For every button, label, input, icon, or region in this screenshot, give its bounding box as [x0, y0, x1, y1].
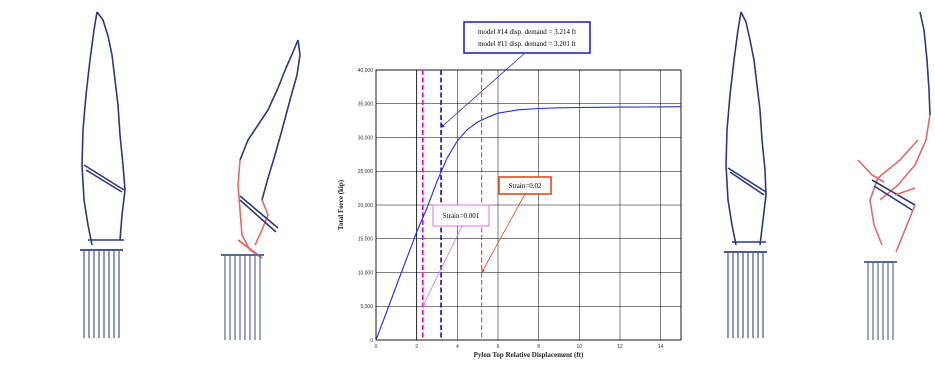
cross-beam-yielded [894, 187, 916, 196]
model-1-undeformed [80, 11, 126, 338]
annotation-arrow [422, 225, 463, 307]
annotation-arrow [440, 52, 526, 128]
y-tick-label: 10,000 [358, 270, 374, 276]
tower-leg-yielded [895, 204, 916, 253]
y-tick-label: 15,000 [358, 237, 374, 243]
tower-leg [919, 11, 931, 116]
cross-beam [239, 195, 279, 229]
tower-leg [96, 11, 126, 241]
annotation-label: Strain=0.02 [509, 182, 542, 190]
y-tick-label: 35,000 [358, 102, 374, 108]
cross-beam [727, 167, 767, 193]
x-tick-label: 10 [577, 344, 583, 350]
y-tick-label: 40,000 [358, 68, 374, 74]
grid [375, 69, 682, 341]
x-tick-labels: 0 2 4 6 8 10 12 14 [375, 344, 664, 350]
annotations: model #14 disp. demand = 3.214 ft model #… [422, 21, 591, 307]
x-tick-label: 12 [617, 344, 623, 350]
annotation-label-2: model #11 disp. demand = 3.201 ft [478, 40, 576, 48]
x-tick-label: 2 [415, 344, 418, 350]
y-tick-label: 20,000 [358, 203, 374, 209]
tower-leg [261, 39, 301, 201]
pushover-chart: 0 2 4 6 8 10 12 14 0 5,000 10,000 15,000 20,000 25,0… [337, 21, 682, 359]
x-tick-label: 14 [658, 344, 664, 350]
cross-beam [729, 171, 765, 196]
y-axis-title: Total Force (kip) [337, 179, 345, 230]
x-tick-label: 8 [537, 344, 540, 350]
tower-leg [239, 39, 299, 161]
tower-leg-yielded [879, 114, 931, 201]
y-tick-labels: 0 5,000 10,000 15,000 20,000 25,000 30,000 35,0… [358, 68, 374, 344]
y-tick-label: 0 [370, 338, 373, 344]
x-tick-label: 6 [497, 344, 500, 350]
annotation-box [498, 176, 552, 195]
tower-leg-yielded [869, 139, 919, 246]
annotation-label: model #14 disp. demand = 3.214 ft [478, 28, 576, 36]
cross-beam [871, 179, 916, 206]
tower-leg [725, 11, 742, 246]
model-3-undeformed [724, 11, 767, 338]
annotation-label: Strain=0.001 [443, 212, 480, 220]
cross-beam [85, 169, 123, 193]
annotation-arrow [481, 193, 526, 274]
annotation-box [432, 204, 490, 227]
cross-beam [873, 185, 913, 211]
model-2-deformed [221, 39, 301, 340]
model-4-deformed [857, 11, 931, 340]
tower-leg [740, 11, 767, 246]
y-tick-label: 5,000 [360, 304, 373, 310]
cross-beam [83, 164, 125, 191]
x-axis-title: Pylon Top Relative Displacement (ft) [474, 351, 584, 359]
tower-leg-yielded [857, 159, 885, 183]
force-displacement-curve [375, 106, 682, 341]
x-tick-label: 4 [456, 344, 459, 350]
y-tick-label: 30,000 [358, 135, 374, 141]
tower-leg [81, 11, 98, 246]
y-tick-label: 25,000 [358, 169, 374, 175]
annotation-box [463, 21, 591, 54]
x-tick-label: 0 [375, 344, 378, 350]
cross-beam [239, 199, 277, 233]
